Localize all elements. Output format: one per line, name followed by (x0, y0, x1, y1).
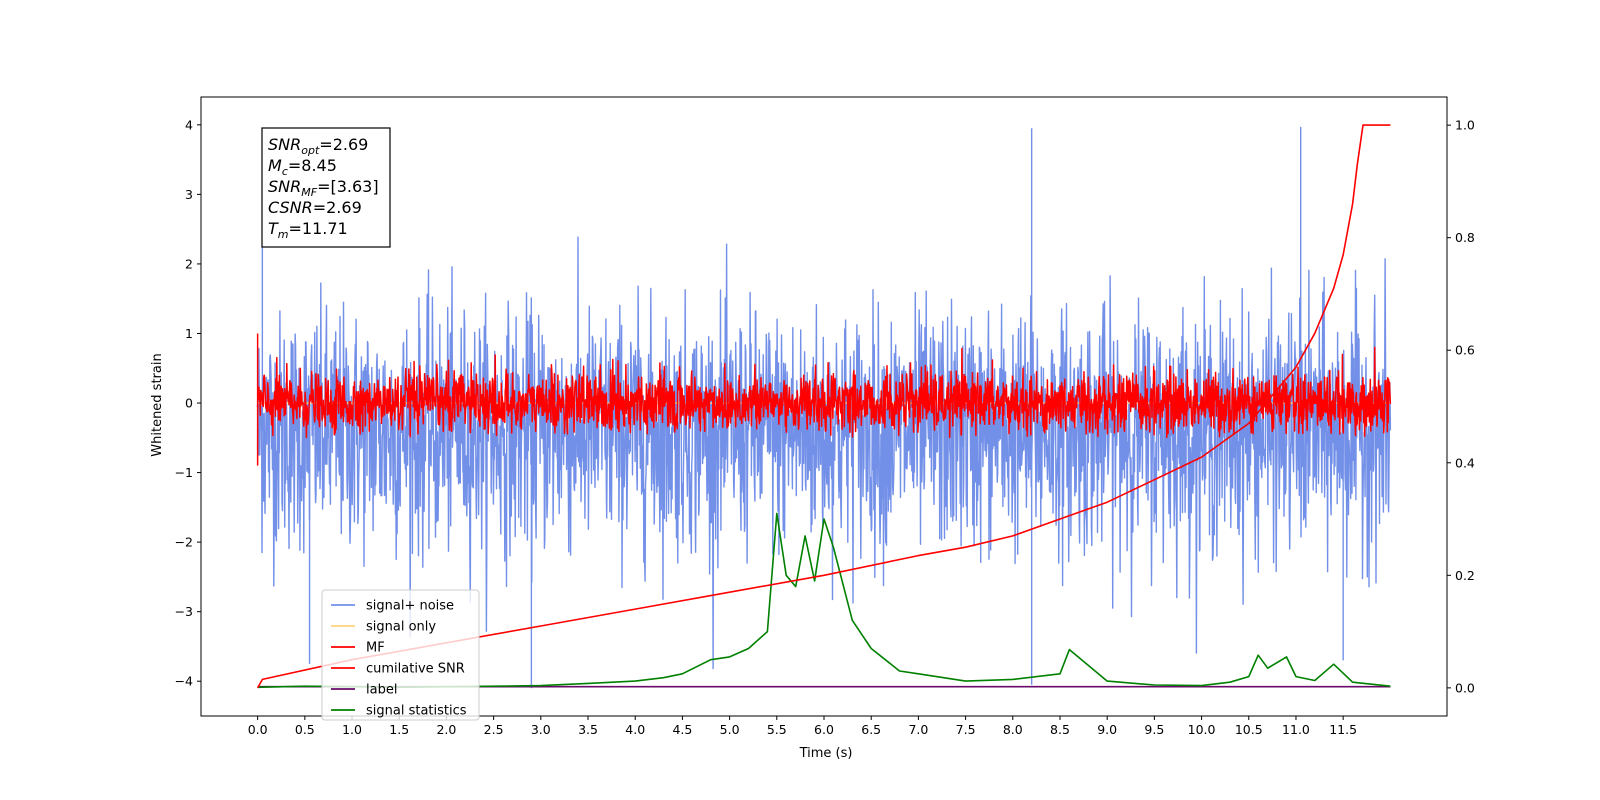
x-tick-label: 8.5 (1050, 722, 1070, 737)
x-tick-label: 9.5 (1144, 722, 1164, 737)
legend-label: signal+ noise (366, 599, 454, 614)
y-tick-label: 3 (185, 187, 193, 202)
x-tick-label: 9.0 (1097, 722, 1117, 737)
y2-tick-label: 1.0 (1455, 118, 1475, 133)
series-cumulative-snr-line (256, 124, 1391, 689)
x-tick-label: 5.5 (767, 722, 787, 737)
stats-subscript: m (278, 228, 289, 241)
y-tick-label: 2 (185, 256, 193, 271)
stats-symbol: SNR (268, 177, 301, 196)
x-tick-label: 4.5 (672, 722, 692, 737)
x-tick-label: 7.5 (956, 722, 976, 737)
stats-symbol: SNR (268, 135, 301, 154)
x-tick-label: 0.5 (295, 722, 315, 737)
y2-tick-label: 0.6 (1455, 343, 1475, 358)
x-tick-label: 4.0 (625, 722, 645, 737)
legend: signal+ noise signal only MF cumilative SNR… (321, 589, 480, 721)
series-signal-statistics-line (257, 512, 1391, 689)
series-mf-line (256, 346, 1392, 439)
stats-symbol: T (268, 219, 279, 238)
x-tick-label: 11.0 (1282, 722, 1310, 737)
stats-subscript: c (282, 165, 288, 178)
stats-line: CSNR=2.69 (268, 198, 362, 217)
legend-label: signal only (366, 620, 436, 635)
stats-symbol: M (268, 156, 282, 175)
stats-line: SNRopt=2.69 (268, 135, 368, 157)
x-tick-label: 6.5 (861, 722, 881, 737)
stats-value: =11.71 (289, 219, 348, 238)
stats-value: =[3.63] (317, 177, 379, 196)
stats-line: SNRMF=[3.63] (268, 177, 379, 199)
x-tick-label: 3.0 (531, 722, 551, 737)
x-tick-label: 2.5 (484, 722, 504, 737)
y-tick-label: −1 (175, 465, 193, 480)
legend-label: MF (366, 641, 385, 656)
stats-subscript: MF (301, 186, 317, 199)
x-tick-label: 5.0 (720, 722, 740, 737)
legend-label: signal statistics (366, 704, 467, 719)
x-tick-label: 1.0 (342, 722, 362, 737)
stats-value: =2.69 (319, 135, 368, 154)
stats-line: Mc=8.45 (268, 156, 337, 178)
x-tick-label: 3.5 (578, 722, 598, 737)
y2-tick-label: 0.2 (1455, 568, 1475, 583)
x-tick-label: 10.5 (1235, 722, 1263, 737)
legend-label: cumilative SNR (366, 662, 465, 677)
legend-frame (321, 589, 480, 721)
stats-symbol: CSNR (268, 198, 313, 217)
y-tick-label: 1 (185, 326, 193, 341)
y-axis-label: Whitened strain (150, 353, 165, 456)
axes: 0.0 0.5 1.0 1.5 2.0 2.5 3.0 3.5 4.0 4.5 5.0 5.5 6.0 6… (175, 96, 1475, 737)
y2-tick-label: 0.4 (1455, 455, 1475, 470)
x-axis-label: Time (s) (799, 746, 853, 761)
x-tick-label: 11.5 (1329, 722, 1357, 737)
stats-annotation-box: SNRopt=2.69Mc=8.45SNRMF=[3.63]CSNR=2.69T… (261, 127, 391, 248)
stats-value: =2.69 (313, 198, 362, 217)
y2-tick-label: 0.0 (1455, 680, 1475, 695)
y-tick-label: 4 (185, 117, 193, 132)
x-tick-label: 7.0 (908, 722, 928, 737)
x-tick-label: 2.0 (436, 722, 456, 737)
x-tick-label: 10.0 (1188, 722, 1216, 737)
stats-subscript: opt (301, 144, 320, 157)
x-tick-label: 6.0 (814, 722, 834, 737)
y-tick-label: −3 (175, 604, 193, 619)
stats-box-frame (261, 127, 391, 248)
x-tick-label: 0.0 (248, 722, 268, 737)
stats-value: =8.45 (288, 156, 337, 175)
y-tick-label: 0 (185, 396, 193, 411)
x-tick-label: 8.0 (1003, 722, 1023, 737)
plot-area (256, 124, 1392, 689)
legend-label: label (366, 683, 397, 698)
stats-line: Tm=11.71 (268, 219, 348, 241)
y-tick-label: −2 (175, 535, 193, 550)
y2-tick-label: 0.8 (1455, 230, 1475, 245)
series-signal-noise-line (256, 236, 1392, 670)
y-tick-label: −4 (175, 674, 193, 689)
x-tick-label: 1.5 (389, 722, 409, 737)
